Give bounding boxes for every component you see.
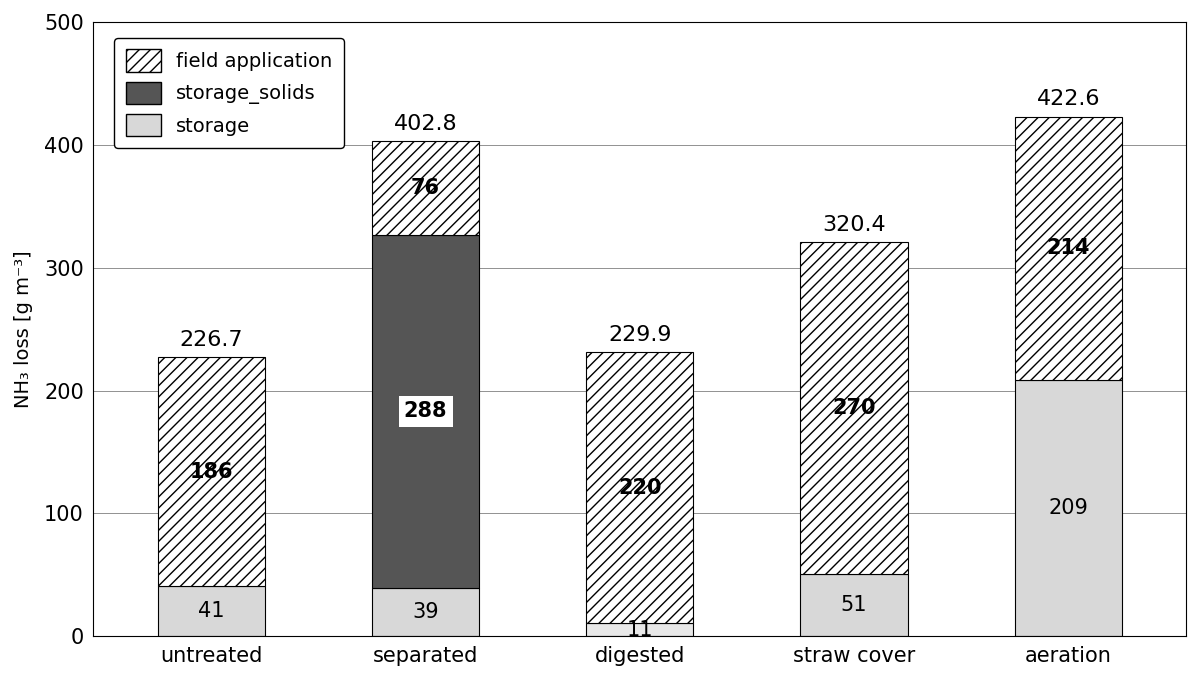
Text: 422.6: 422.6	[1037, 89, 1100, 109]
Text: 402.8: 402.8	[394, 114, 457, 134]
Text: 76: 76	[412, 177, 440, 198]
Text: 220: 220	[618, 477, 661, 498]
Text: 270: 270	[833, 398, 876, 418]
Bar	[157, 586, 265, 636]
Bar	[800, 242, 907, 574]
Text: 51: 51	[841, 595, 868, 615]
Text: 229.9: 229.9	[608, 325, 672, 345]
Bar	[157, 358, 265, 586]
Text: 209: 209	[1049, 498, 1088, 518]
Text: 11: 11	[626, 619, 653, 640]
Text: 41: 41	[198, 601, 224, 622]
Y-axis label: NH₃ loss [g m⁻³]: NH₃ loss [g m⁻³]	[14, 250, 32, 408]
Text: 320.4: 320.4	[822, 214, 886, 235]
Legend: field application, storage_solids, storage: field application, storage_solids, stora…	[114, 38, 344, 148]
Bar	[1015, 116, 1122, 379]
Bar	[372, 141, 479, 235]
Bar	[372, 235, 479, 588]
Text: 39: 39	[413, 602, 439, 622]
Bar	[800, 574, 907, 636]
Bar	[587, 623, 694, 636]
Bar	[587, 352, 694, 623]
Text: 288: 288	[403, 401, 448, 422]
Bar	[1015, 379, 1122, 636]
Bar	[372, 588, 479, 636]
Text: 186: 186	[190, 462, 233, 481]
Text: 226.7: 226.7	[180, 330, 244, 350]
Text: 214: 214	[1046, 238, 1090, 258]
